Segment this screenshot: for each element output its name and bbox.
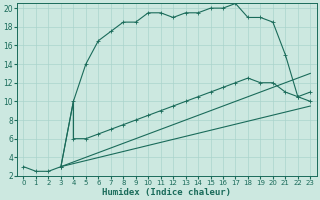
X-axis label: Humidex (Indice chaleur): Humidex (Indice chaleur) xyxy=(102,188,231,197)
